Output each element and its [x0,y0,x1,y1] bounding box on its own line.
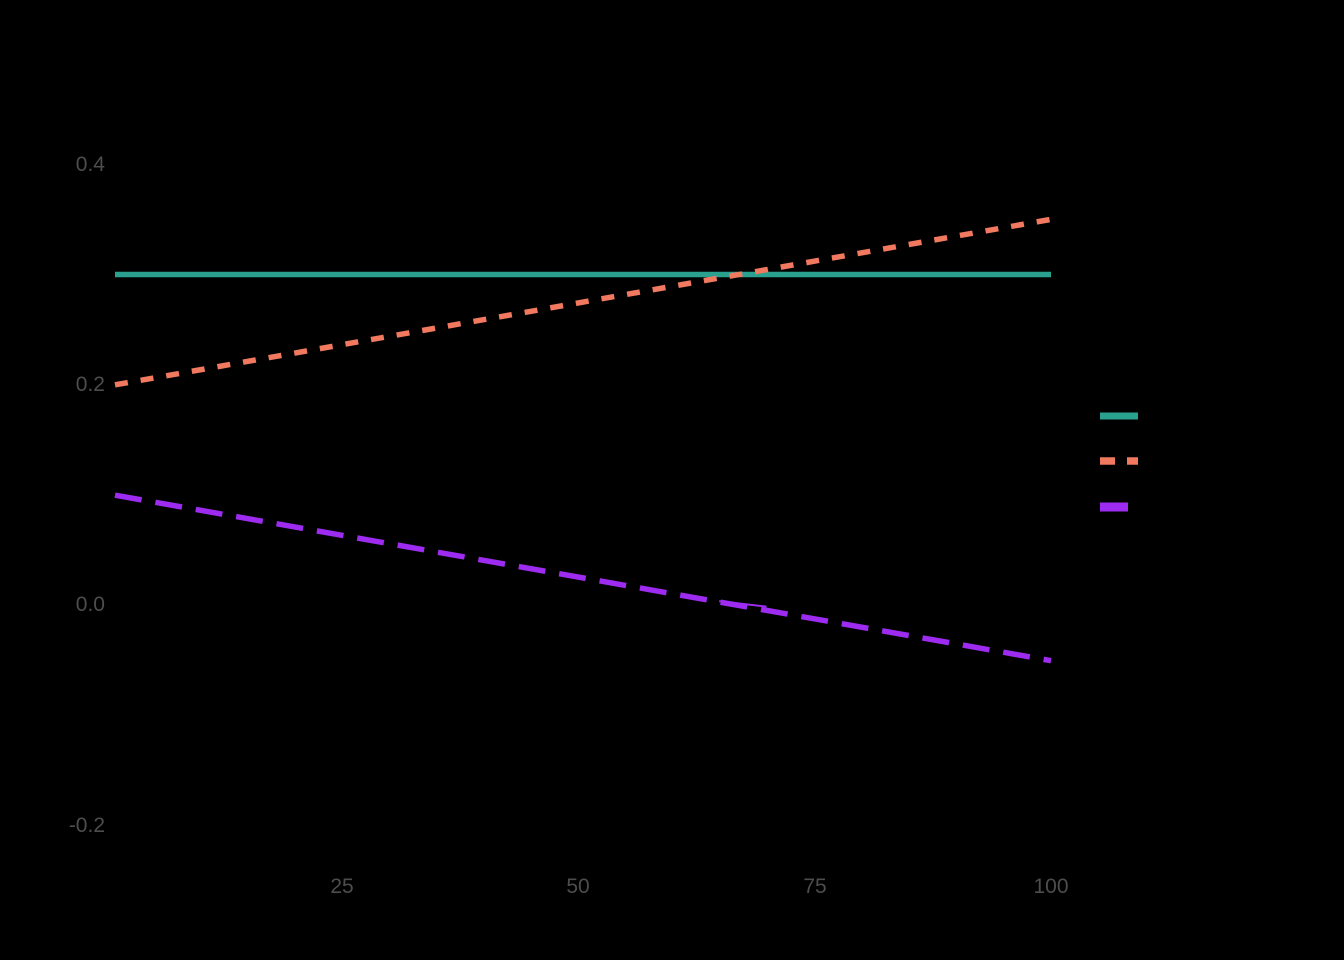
y-tick-label-0.4: 0.4 [75,153,105,176]
y-tick-label--0.2: -0.2 [68,814,105,837]
y-tick-label-0.2: 0.2 [75,373,105,396]
x-tick-label-50: 50 [566,875,590,898]
purple-overlap-artifact [719,600,767,608]
x-tick-label-75: 75 [803,875,827,898]
x-tick-label-100: 100 [1033,875,1069,898]
x-tick-label-25: 25 [330,875,354,898]
y-tick-label-0.0: 0.0 [75,593,105,616]
series-line-salmon-dotted [114,216,1052,388]
series-line-purple-longdash [114,492,1052,664]
